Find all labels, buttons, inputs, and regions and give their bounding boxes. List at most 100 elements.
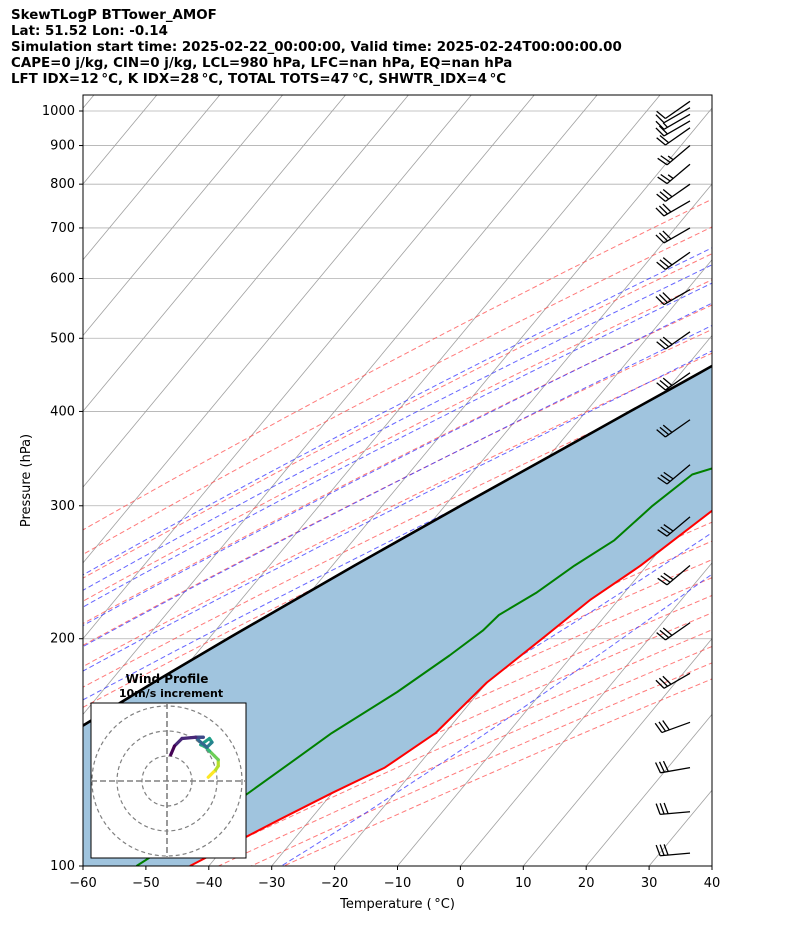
hodograph-title: Wind Profile: [126, 672, 209, 686]
wind-barb-feather: [662, 230, 672, 240]
wind-barb-shaft: [660, 852, 691, 857]
title-line-times: Simulation start time: 2025-02-22_00:00:…: [11, 40, 622, 55]
wind-barb-feather: [659, 338, 670, 348]
x-axis-label: Temperature ( °C): [339, 897, 455, 912]
wind-barb-shaft: [666, 565, 691, 586]
wind-barb-feather: [656, 382, 666, 391]
wind-barb: [656, 100, 691, 120]
wind-barb-feather: [662, 292, 672, 302]
wind-barb-feather: [656, 632, 666, 641]
wind-barb: [655, 107, 691, 124]
wind-barb-shaft: [665, 251, 691, 270]
wind-barb: [656, 183, 691, 202]
parcel-line: [83, 364, 712, 728]
wind-barb: [656, 372, 691, 391]
wind-barb: [655, 120, 691, 137]
wind-barb-shaft: [666, 516, 691, 537]
wind-barb-feather: [663, 523, 674, 532]
wind-barb-shaft: [660, 766, 691, 774]
wind-barb-shaft: [665, 183, 691, 202]
moist-adiabat: [83, 264, 712, 591]
hodograph-plot: [91, 703, 246, 858]
wind-barb-shaft: [663, 200, 691, 217]
wind-barb-feather: [656, 341, 666, 350]
wind-barb-shaft: [665, 331, 691, 350]
wind-barb: [656, 419, 691, 438]
wind-barb-shaft: [663, 120, 691, 137]
title-line-indices: LFT IDX=12 °C, K IDX=28 °C, TOTAL TOTS=4…: [11, 72, 507, 87]
wind-barb-feather: [659, 379, 670, 389]
wind-barb-half-feather: [667, 174, 674, 179]
x-tick-label: −30: [258, 876, 285, 891]
wind-barb-feather: [659, 803, 665, 815]
wind-barb-feather: [659, 629, 670, 639]
wind-barb-feather: [660, 474, 671, 482]
moist-adiabat: [145, 532, 712, 866]
moist-adiabat: [83, 324, 712, 648]
x-tick-label: −20: [321, 876, 348, 891]
wind-barb-feather: [655, 762, 662, 774]
isotherm-line: [83, 95, 535, 640]
wind-barb: [657, 565, 691, 586]
wind-barb-feather: [659, 191, 670, 200]
wind-barb-feather: [656, 261, 666, 270]
wind-barb-feather: [657, 157, 668, 166]
wind-barb-feather: [655, 234, 665, 244]
wind-barb-feather: [655, 296, 665, 306]
wind-barb-feather: [662, 203, 672, 213]
wind-barb: [655, 672, 691, 689]
x-tick-label: −60: [69, 876, 96, 891]
wind-barb-feather: [660, 173, 671, 182]
wind-barb-feather: [662, 188, 673, 198]
y-tick-label: 900: [50, 139, 75, 154]
wind-barb-feather: [662, 257, 673, 266]
isotherm-line: [585, 713, 712, 866]
y-tick-label: 300: [50, 499, 75, 514]
isotherm-line: [83, 95, 283, 337]
isotherm-line: [460, 562, 712, 866]
wind-barb: [657, 163, 691, 185]
wind-barb-feather: [659, 844, 665, 856]
wind-barb-shaft: [665, 372, 691, 391]
isotherm-line: [83, 95, 95, 109]
wind-barb: [655, 113, 691, 130]
wind-barb-feather: [660, 575, 671, 583]
wind-barb-half-feather: [667, 155, 674, 161]
wind-barb: [656, 127, 691, 146]
wind-barb-feather: [657, 577, 668, 586]
wind-barb-feather: [655, 127, 665, 137]
wind-barb-feather: [660, 526, 671, 535]
wind-barb: [657, 145, 691, 166]
wind-barb-feather: [658, 677, 668, 687]
dry-adiabat: [83, 304, 712, 625]
y-tick-label: 400: [50, 404, 75, 419]
x-tick-label: −10: [384, 876, 411, 891]
wind-barb-feather: [655, 207, 665, 217]
wind-barbs: [654, 100, 691, 857]
wind-barb-shaft: [666, 163, 691, 185]
wind-barb-feather: [656, 193, 666, 202]
wind-barb-feather: [663, 802, 669, 814]
wind-barb-shaft: [663, 113, 691, 130]
y-tick-label: 700: [50, 221, 75, 236]
wind-barb-feather: [656, 429, 666, 438]
wind-barb-shaft: [663, 672, 691, 689]
hodograph-segment: [180, 735, 198, 741]
wind-barb-feather: [663, 844, 669, 856]
wind-barb-feather: [655, 114, 665, 124]
isotherm-line: [83, 95, 472, 564]
x-tick-label: 40: [704, 876, 721, 891]
wind-barb-feather: [658, 721, 667, 732]
isotherm-line: [83, 95, 346, 412]
wind-barb: [657, 516, 691, 537]
wind-barb-feather: [658, 232, 668, 242]
wind-barb-shaft: [665, 419, 691, 438]
temperature-line: [189, 509, 712, 866]
title-line-location: Lat: 51.52 Lon: -0.14: [11, 24, 168, 39]
wind-barb: [656, 622, 691, 641]
wind-barb-feather: [655, 120, 665, 130]
dry-adiabat: [83, 253, 712, 579]
wind-barb: [654, 720, 691, 734]
wind-barb-shaft: [665, 622, 691, 641]
